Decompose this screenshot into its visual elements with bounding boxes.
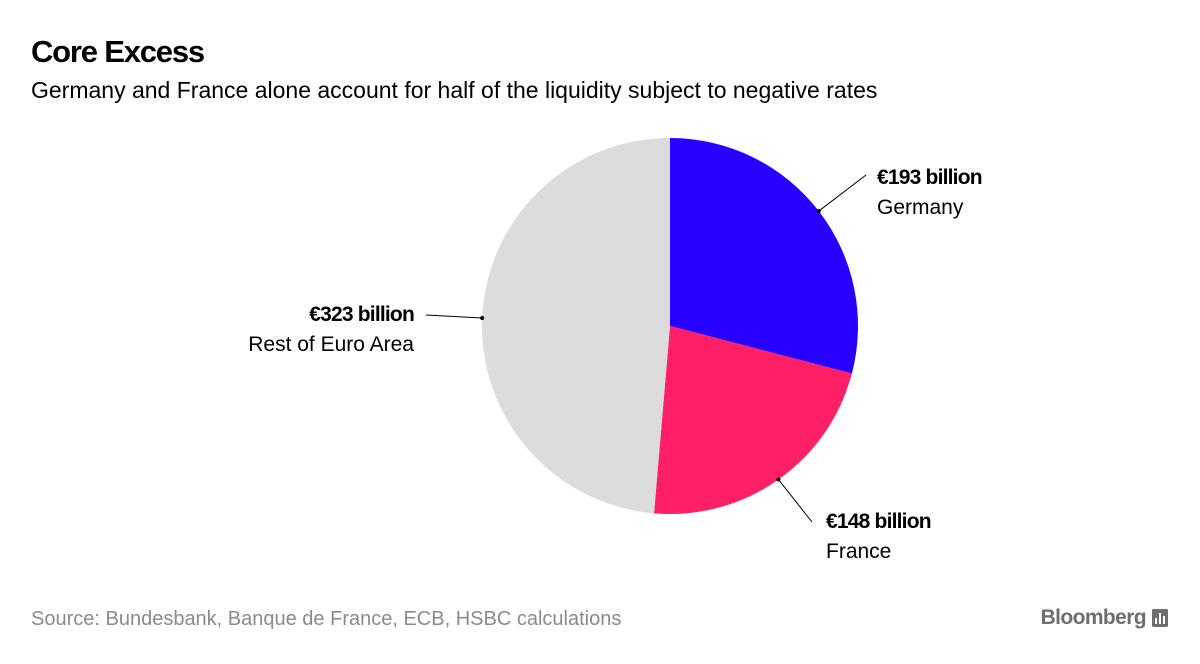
slice-category-label: France — [826, 540, 891, 563]
pie-slice-france — [654, 326, 852, 515]
brand-name: Bloomberg — [1040, 606, 1147, 629]
pie-slice-rest-of-euro-area — [481, 138, 670, 514]
slice-category-label: Germany — [877, 196, 964, 219]
pie-slices — [481, 138, 858, 515]
slice-labels: €193 billion Germany €148 billion France €32… — [248, 166, 982, 563]
chart-subtitle: Germany and France alone account for hal… — [31, 77, 878, 103]
leader-dot — [816, 209, 821, 214]
label-leaders — [425, 174, 867, 523]
chart-title: Core Excess — [31, 34, 205, 69]
bloomberg-chart-icon — [1152, 609, 1168, 627]
leader-line — [425, 314, 483, 319]
slice-value-label: €193 billion — [877, 166, 982, 189]
slice-value-label: €323 billion — [309, 303, 414, 326]
leader-dot — [480, 315, 485, 320]
pie-slice-germany — [670, 138, 858, 374]
leader-line — [818, 174, 867, 212]
leader-line — [778, 479, 813, 523]
source-note: Source: Bundesbank, Banque de France, EC… — [31, 608, 622, 630]
brand-logo: Bloomberg — [1041, 606, 1168, 630]
slice-category-label: Rest of Euro Area — [248, 333, 414, 356]
slice-value-label: €148 billion — [826, 510, 931, 533]
leader-dot — [776, 477, 781, 482]
